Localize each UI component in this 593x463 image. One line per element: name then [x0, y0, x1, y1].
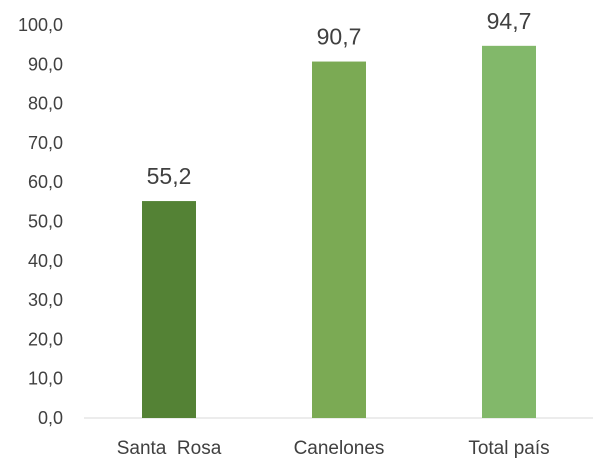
bar — [312, 61, 366, 418]
bar-value-label: 55,2 — [147, 163, 192, 189]
y-tick-label: 90,0 — [28, 54, 63, 74]
bar-value-label: 90,7 — [317, 24, 362, 50]
y-tick-label: 10,0 — [28, 369, 63, 389]
y-axis-tick-labels: 0,0 10,0 20,0 30,0 40,0 50,0 60,0 70,0 80,0 90,0 1… — [18, 15, 63, 428]
y-tick-label: 20,0 — [28, 329, 63, 349]
category-label: Santa Rosa — [117, 438, 222, 459]
y-tick-label: 30,0 — [28, 290, 63, 310]
y-tick-label: 100,0 — [18, 15, 63, 35]
category-label: Canelones — [294, 438, 385, 459]
data-labels: 55,2 90,7 94,7 — [147, 8, 532, 189]
y-tick-label: 60,0 — [28, 172, 63, 192]
y-tick-label: 0,0 — [38, 408, 63, 428]
bar-value-label: 94,7 — [487, 8, 532, 34]
bar — [482, 45, 536, 418]
category-label: Total país — [468, 438, 549, 459]
bar — [142, 201, 196, 418]
y-tick-label: 80,0 — [28, 94, 63, 114]
x-axis-category-labels: Santa Rosa Canelones Total país — [117, 438, 550, 459]
bars — [142, 45, 536, 418]
y-tick-label: 70,0 — [28, 133, 63, 153]
y-tick-label: 50,0 — [28, 212, 63, 232]
y-tick-label: 40,0 — [28, 251, 63, 271]
